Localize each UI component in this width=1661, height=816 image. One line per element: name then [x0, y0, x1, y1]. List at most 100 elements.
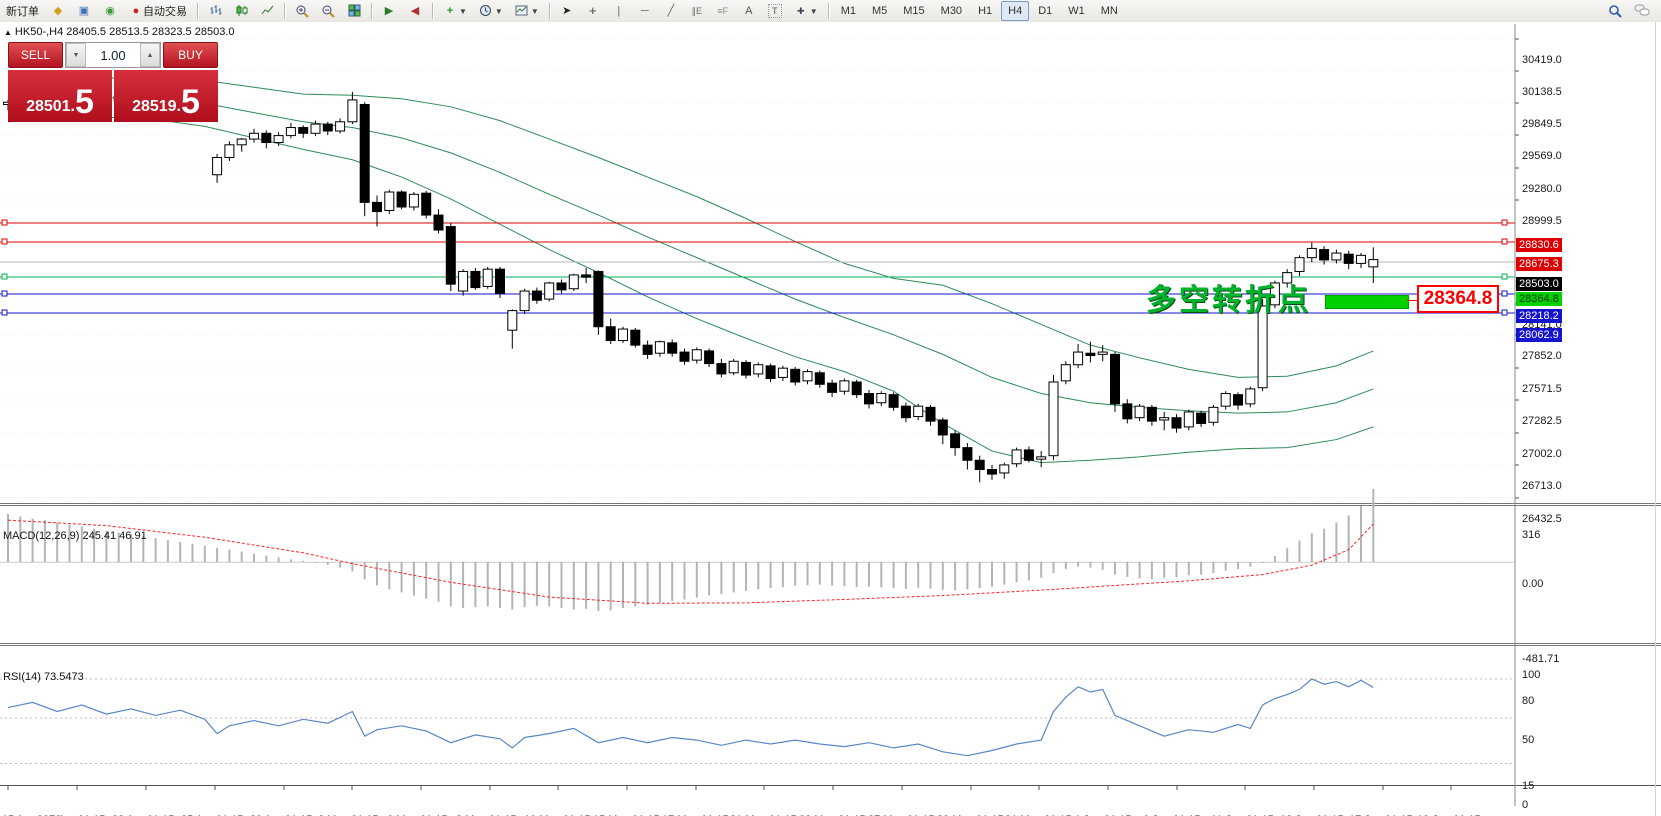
periods-button[interactable]: ▼ — [474, 1, 508, 21]
macd-tick-label: -481.71 — [1522, 653, 1560, 665]
new-order-button[interactable]: 新订单 — [1, 1, 44, 21]
fibonacci-tool-button[interactable]: ≡F — [711, 1, 735, 21]
buy-button[interactable]: BUY — [163, 42, 218, 68]
timeframe-button-mn[interactable]: MN — [1100, 5, 1118, 17]
trendline-tool-button[interactable]: ╱ — [659, 1, 683, 21]
line-chart-icon — [260, 4, 274, 18]
timeframe-strip: M1 M5 M15 M30 H1 H4 D1 W1 MN — [833, 1, 1126, 21]
line-chart-mode-button[interactable] — [255, 1, 279, 21]
auto-trading-button[interactable]: ● 自动交易 — [124, 1, 192, 21]
timeframe-button-h4[interactable]: H4 — [1001, 1, 1030, 21]
collapse-triangle-icon[interactable]: ▲ — [4, 28, 12, 37]
candle — [433, 214, 444, 231]
sell-price-main: 28501. — [26, 98, 75, 115]
signal-button[interactable]: ◉ — [98, 1, 122, 21]
volume-down-button[interactable]: ▼ — [66, 43, 86, 67]
candle — [372, 201, 382, 213]
volume-input[interactable] — [86, 43, 140, 67]
candle — [482, 268, 493, 287]
timeframe-button-m5[interactable]: M5 — [871, 5, 888, 17]
turning-point-bar[interactable] — [1325, 295, 1409, 309]
sell-button[interactable]: SELL — [8, 42, 63, 68]
zoom-out-button[interactable] — [316, 1, 340, 21]
auto-scroll-button[interactable]: ▶ — [377, 1, 401, 21]
cursor-icon: ➤ — [562, 5, 572, 17]
rsi-tick-label: 80 — [1522, 695, 1535, 707]
auto-scroll-icon: ▶ — [384, 5, 394, 17]
rsi-label: RSI(14) 73.5473 — [3, 671, 84, 683]
macd-label: MACD(12,26,9) 245.41 46.91 — [3, 530, 147, 542]
timeframe-button-m30[interactable]: M30 — [940, 5, 963, 17]
zoom-in-button[interactable] — [290, 1, 314, 21]
horizontal-line-tool-button[interactable]: ─ — [633, 1, 657, 21]
candle — [691, 349, 702, 361]
time-axis-label: 8 May 01:15 — [456, 814, 517, 816]
chart-shift-button[interactable]: ◀ — [403, 1, 427, 21]
time-axis-label: 6 May 01:15 — [387, 814, 448, 816]
templates-button[interactable]: ▼ — [510, 1, 544, 21]
timeframe-button-m1[interactable]: M1 — [840, 5, 856, 17]
bollinger-upper — [7, 77, 1374, 378]
channel-tool-button[interactable]: ∥E — [685, 1, 709, 21]
candle — [814, 372, 825, 385]
time-axis-label: 13 Jun 01:15 — [1280, 814, 1344, 816]
candle — [1319, 249, 1330, 261]
candle — [1159, 417, 1170, 421]
candlestick-mode-button[interactable] — [229, 1, 253, 21]
zoom-in-icon — [295, 4, 309, 18]
candle — [421, 192, 432, 216]
price-level-lines — [0, 219, 1515, 316]
volume-up-button[interactable]: ▲ — [140, 43, 160, 67]
buy-price-box[interactable]: 28519. 5 — [114, 70, 218, 122]
price-tick-label: 26432.5 — [1522, 513, 1562, 525]
tile-windows-button[interactable] — [342, 1, 366, 21]
price-level-label-blue: 28062.9 — [1516, 328, 1562, 342]
candle — [1208, 406, 1219, 423]
candle — [396, 191, 407, 208]
turning-point-price-box[interactable]: 28364.8 — [1417, 285, 1499, 313]
price-level-label-red: 28675.3 — [1516, 257, 1562, 271]
candle — [568, 274, 579, 290]
candle — [974, 459, 985, 471]
candle — [1073, 351, 1084, 366]
candle — [900, 405, 911, 419]
candle — [224, 144, 235, 158]
candle — [249, 132, 259, 140]
market-watch-button[interactable]: ▣ — [72, 1, 96, 21]
candle — [1257, 305, 1268, 389]
trendline-icon: ╱ — [667, 5, 675, 17]
gold-icon-button[interactable]: ◆ — [46, 1, 70, 21]
timeframe-button-m15[interactable]: M15 — [903, 5, 925, 17]
price-tick-label: 29280.0 — [1522, 183, 1562, 195]
turning-point-annotation[interactable]: 多空转折点 — [1146, 284, 1311, 317]
cursor-tool-button[interactable]: ➤ — [555, 1, 579, 21]
candle — [642, 344, 653, 355]
sell-price-box[interactable]: 28501. 5 — [8, 70, 112, 122]
candle — [1294, 257, 1305, 272]
add-indicator-button[interactable]: + ▼ — [438, 1, 472, 21]
vertical-line-tool-button[interactable]: | — [607, 1, 631, 21]
bollinger-middle — [7, 97, 1374, 414]
timeframe-button-h1[interactable]: H1 — [978, 5, 993, 17]
timeframe-button-d1[interactable]: D1 — [1038, 5, 1053, 17]
text-tool-button[interactable]: A — [737, 1, 761, 21]
time-axis-label: 17 Apr 01:15 — [43, 814, 105, 816]
text-label-icon: T — [767, 4, 782, 18]
crosshair-tool-button[interactable]: + — [581, 1, 605, 21]
new-order-label: 新订单 — [6, 6, 39, 18]
time-axis-label: 19 Jun 01:15 — [1417, 814, 1481, 816]
candle — [310, 123, 321, 134]
chart-window[interactable]: ▲ HK50-,H4 28405.5 28513.5 28323.5 28503.… — [0, 22, 1661, 816]
arrows-tool-button[interactable]: ✚ ▼ — [789, 1, 823, 21]
candle — [1220, 393, 1231, 407]
timeframe-button-w1[interactable]: W1 — [1068, 5, 1085, 17]
search-button[interactable] — [1603, 1, 1627, 21]
candle — [864, 393, 874, 405]
chat-button[interactable] — [1629, 1, 1653, 21]
text-label-tool-button[interactable]: T — [763, 1, 787, 21]
candle — [1146, 406, 1157, 422]
rsi-tick-label: 15 — [1522, 779, 1535, 792]
price-tick-label: 27282.5 — [1522, 415, 1562, 427]
chart-canvas[interactable] — [0, 22, 1661, 816]
bar-chart-mode-button[interactable] — [203, 1, 227, 21]
